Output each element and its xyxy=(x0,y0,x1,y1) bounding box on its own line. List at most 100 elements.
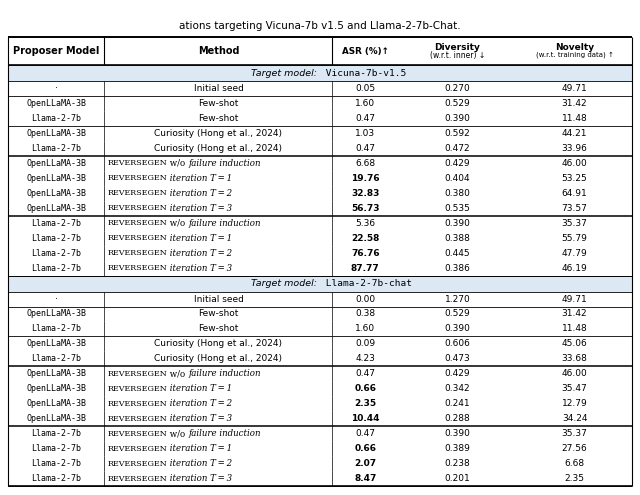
Text: 8.47: 8.47 xyxy=(354,474,376,483)
Text: 1.270: 1.270 xyxy=(445,295,470,303)
Text: REVERSEGEN: REVERSEGEN xyxy=(108,385,168,393)
Text: 0.529: 0.529 xyxy=(445,99,470,108)
Text: REVERSEGEN: REVERSEGEN xyxy=(108,234,168,242)
Text: OpenLLaMA-3B: OpenLLaMA-3B xyxy=(26,414,86,423)
Text: 34.24: 34.24 xyxy=(562,414,588,423)
Text: Vicuna-7b-v1.5: Vicuna-7b-v1.5 xyxy=(320,69,406,78)
Text: 33.96: 33.96 xyxy=(562,144,588,153)
Text: 0.47: 0.47 xyxy=(355,429,375,438)
Text: ations targeting Vicuna‐7b v1.5 and Llama‐2‐7b‐Chat.: ations targeting Vicuna‐7b v1.5 and Llam… xyxy=(179,21,461,31)
Text: 0.390: 0.390 xyxy=(445,219,470,228)
Text: REVERSEGEN: REVERSEGEN xyxy=(108,460,168,468)
Text: 2.07: 2.07 xyxy=(354,459,376,468)
Text: Few-shot: Few-shot xyxy=(198,309,239,318)
Text: 32.83: 32.83 xyxy=(351,189,380,198)
Text: REVERSEGEN: REVERSEGEN xyxy=(108,370,168,378)
Text: 46.00: 46.00 xyxy=(562,369,588,378)
Text: Llama-2-7b: Llama-2-7b xyxy=(31,144,81,153)
Text: 0.529: 0.529 xyxy=(445,309,470,318)
Text: OpenLLaMA-3B: OpenLLaMA-3B xyxy=(26,384,86,394)
Text: 2.35: 2.35 xyxy=(564,474,584,483)
Text: failure induction: failure induction xyxy=(188,219,261,228)
Bar xyxy=(8,276,632,292)
Text: REVERSEGEN: REVERSEGEN xyxy=(108,174,168,182)
Text: 73.57: 73.57 xyxy=(562,204,588,213)
Text: failure induction: failure induction xyxy=(188,369,261,378)
Text: 0.238: 0.238 xyxy=(445,459,470,468)
Text: 0.380: 0.380 xyxy=(445,189,470,198)
Text: 1.60: 1.60 xyxy=(355,99,375,108)
Text: 0.445: 0.445 xyxy=(445,248,470,258)
Text: REVERSEGEN: REVERSEGEN xyxy=(108,400,168,408)
Text: 4.23: 4.23 xyxy=(355,354,375,363)
Text: 0.201: 0.201 xyxy=(445,474,470,483)
Text: Method: Method xyxy=(198,46,239,56)
Text: 33.68: 33.68 xyxy=(562,354,588,363)
Text: OpenLLaMA-3B: OpenLLaMA-3B xyxy=(26,204,86,213)
Text: 10.44: 10.44 xyxy=(351,414,380,423)
Text: iteration T = 1: iteration T = 1 xyxy=(168,174,232,183)
Text: Target model:: Target model: xyxy=(251,69,320,78)
Text: 35.37: 35.37 xyxy=(562,219,588,228)
Text: 53.25: 53.25 xyxy=(562,174,588,183)
Text: 44.21: 44.21 xyxy=(562,129,588,138)
Text: w/o: w/o xyxy=(168,159,188,168)
Text: 0.288: 0.288 xyxy=(445,414,470,423)
Text: iteration T = 1: iteration T = 1 xyxy=(168,384,232,394)
Text: 0.390: 0.390 xyxy=(445,324,470,334)
Text: iteration T = 2: iteration T = 2 xyxy=(168,248,232,258)
Text: failure induction: failure induction xyxy=(188,159,261,168)
Text: Target model:: Target model: xyxy=(251,279,320,288)
Text: 2.35: 2.35 xyxy=(354,399,376,408)
Text: 11.48: 11.48 xyxy=(562,324,588,334)
Text: iteration T = 2: iteration T = 2 xyxy=(168,189,232,198)
Text: Llama-2-7b: Llama-2-7b xyxy=(31,474,81,483)
Text: OpenLLaMA-3B: OpenLLaMA-3B xyxy=(26,99,86,108)
Text: OpenLLaMA-3B: OpenLLaMA-3B xyxy=(26,340,86,348)
Text: REVERSEGEN: REVERSEGEN xyxy=(108,204,168,212)
Text: Few-shot: Few-shot xyxy=(198,99,239,108)
Text: 0.390: 0.390 xyxy=(445,429,470,438)
Text: 0.66: 0.66 xyxy=(355,384,376,394)
Text: w/o: w/o xyxy=(168,369,188,378)
Text: 0.241: 0.241 xyxy=(445,399,470,408)
Text: 27.56: 27.56 xyxy=(562,444,588,453)
Text: iteration T = 2: iteration T = 2 xyxy=(168,399,232,408)
Text: Curiosity (Hong et al., 2024): Curiosity (Hong et al., 2024) xyxy=(154,129,282,138)
Text: REVERSEGEN: REVERSEGEN xyxy=(108,475,168,483)
Text: Llama-2-7b: Llama-2-7b xyxy=(31,248,81,258)
Text: Curiosity (Hong et al., 2024): Curiosity (Hong et al., 2024) xyxy=(154,144,282,153)
Text: OpenLLaMA-3B: OpenLLaMA-3B xyxy=(26,369,86,378)
Text: Llama-2-7b: Llama-2-7b xyxy=(31,219,81,228)
Text: 0.47: 0.47 xyxy=(355,114,375,123)
Text: Llama-2-7b: Llama-2-7b xyxy=(31,459,81,468)
Text: 0.535: 0.535 xyxy=(445,204,470,213)
Text: Proposer Model: Proposer Model xyxy=(13,46,99,56)
Text: REVERSEGEN: REVERSEGEN xyxy=(108,430,168,438)
Text: iteration T = 3: iteration T = 3 xyxy=(168,474,232,483)
Text: 0.472: 0.472 xyxy=(445,144,470,153)
Text: 87.77: 87.77 xyxy=(351,264,380,273)
Text: 45.06: 45.06 xyxy=(562,340,588,348)
Text: 0.404: 0.404 xyxy=(445,174,470,183)
Text: 5.36: 5.36 xyxy=(355,219,375,228)
Text: 0.66: 0.66 xyxy=(355,444,376,453)
Text: 0.429: 0.429 xyxy=(445,159,470,168)
Text: Llama-2-7b-chat: Llama-2-7b-chat xyxy=(320,279,412,288)
Text: 6.68: 6.68 xyxy=(564,459,584,468)
Text: Llama-2-7b: Llama-2-7b xyxy=(31,264,81,273)
Text: Llama-2-7b: Llama-2-7b xyxy=(31,324,81,334)
Text: iteration T = 2: iteration T = 2 xyxy=(168,459,232,468)
Text: iteration T = 3: iteration T = 3 xyxy=(168,414,232,423)
Text: Diversity: Diversity xyxy=(435,43,481,51)
Text: 0.429: 0.429 xyxy=(445,369,470,378)
Text: 64.91: 64.91 xyxy=(562,189,588,198)
Text: 0.05: 0.05 xyxy=(355,84,375,93)
Text: 0.592: 0.592 xyxy=(445,129,470,138)
Text: Llama-2-7b: Llama-2-7b xyxy=(31,354,81,363)
Text: Few-shot: Few-shot xyxy=(198,114,239,123)
Text: Initial seed: Initial seed xyxy=(193,295,243,303)
Text: (w.r.t. training data) ↑: (w.r.t. training data) ↑ xyxy=(536,52,614,58)
Text: OpenLLaMA-3B: OpenLLaMA-3B xyxy=(26,399,86,408)
Text: 35.37: 35.37 xyxy=(562,429,588,438)
